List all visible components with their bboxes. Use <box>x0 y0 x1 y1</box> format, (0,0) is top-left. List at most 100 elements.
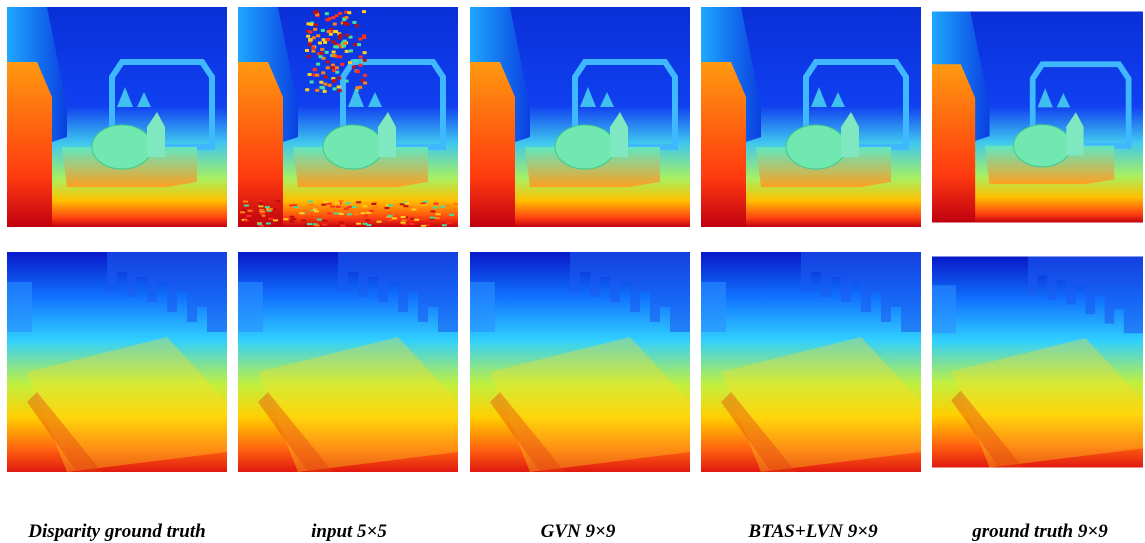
noise <box>328 84 332 87</box>
noise <box>347 206 352 208</box>
noise <box>333 23 337 26</box>
noise <box>340 225 345 227</box>
noise <box>320 48 324 51</box>
noise <box>325 18 329 21</box>
noise <box>307 223 312 225</box>
caption: input 5×5 <box>311 521 387 542</box>
noise <box>326 38 330 41</box>
noise <box>324 201 329 203</box>
noise <box>421 202 426 204</box>
noise <box>248 210 253 212</box>
noise <box>313 11 317 14</box>
noise <box>360 220 365 222</box>
noise <box>244 220 249 222</box>
noise <box>343 42 347 45</box>
noise <box>321 29 325 32</box>
disparity-map-bottom <box>932 257 1143 468</box>
noise <box>374 206 379 208</box>
noise <box>258 202 263 204</box>
noise <box>318 41 322 44</box>
noise <box>338 89 342 92</box>
noise <box>315 224 320 226</box>
noise <box>335 71 339 74</box>
noise <box>388 215 393 217</box>
noise <box>308 201 313 203</box>
noise <box>430 217 435 219</box>
noise <box>314 23 318 26</box>
noise <box>360 212 365 214</box>
noise <box>319 86 323 89</box>
noise <box>355 24 359 27</box>
noise <box>363 81 367 84</box>
noise <box>273 219 278 221</box>
noise <box>322 224 327 226</box>
noise <box>400 222 405 224</box>
noise <box>363 223 368 225</box>
noise <box>359 55 363 58</box>
noise <box>313 28 317 31</box>
caption: GVN 9×9 <box>541 521 616 542</box>
noise <box>357 43 361 46</box>
noise <box>337 211 342 213</box>
noise <box>305 49 309 52</box>
noise <box>308 38 312 41</box>
noise <box>246 215 251 217</box>
noise <box>366 212 371 214</box>
noise <box>275 200 280 202</box>
noise <box>449 214 454 216</box>
noise <box>338 55 342 58</box>
noise <box>315 74 319 77</box>
disparity-map-top <box>238 7 458 227</box>
noise <box>355 70 359 73</box>
noise <box>316 34 320 37</box>
noise <box>315 89 319 92</box>
noise <box>352 21 356 24</box>
noise <box>354 59 358 62</box>
noise <box>365 219 370 221</box>
noise <box>338 12 342 15</box>
noise <box>435 217 440 219</box>
noise <box>453 203 458 205</box>
page: Disparity ground truthinput 5×5GVN 9×9BT… <box>0 0 1145 543</box>
noise <box>388 204 393 206</box>
noise <box>306 35 310 38</box>
noise <box>387 218 392 220</box>
noise <box>347 11 351 14</box>
noise <box>344 208 349 210</box>
noise <box>330 206 335 208</box>
noise <box>323 83 327 86</box>
noise <box>333 87 337 90</box>
noise <box>322 38 326 41</box>
noise <box>323 41 327 44</box>
noise <box>352 206 357 208</box>
noise <box>308 31 312 34</box>
panels <box>7 7 1143 472</box>
noise <box>246 212 251 214</box>
noise <box>442 224 447 226</box>
noise <box>331 40 335 43</box>
noise <box>409 223 414 225</box>
noise <box>331 66 335 69</box>
noise <box>353 213 358 215</box>
noise <box>356 201 361 203</box>
noise <box>403 205 408 207</box>
noise <box>369 210 374 212</box>
noise <box>362 10 366 13</box>
disparity-map-top <box>7 7 227 227</box>
noise <box>289 221 294 223</box>
noise <box>326 60 330 63</box>
noise <box>347 213 352 215</box>
noise <box>257 215 262 217</box>
noise <box>313 68 317 71</box>
noise <box>339 213 344 215</box>
noise <box>324 75 328 78</box>
noise <box>326 66 330 69</box>
noise <box>327 30 331 33</box>
noise <box>342 45 346 48</box>
noise <box>316 63 320 66</box>
noise <box>253 219 258 221</box>
noise <box>339 222 344 224</box>
noise <box>311 50 315 53</box>
noise <box>342 18 346 21</box>
noise <box>305 88 309 91</box>
